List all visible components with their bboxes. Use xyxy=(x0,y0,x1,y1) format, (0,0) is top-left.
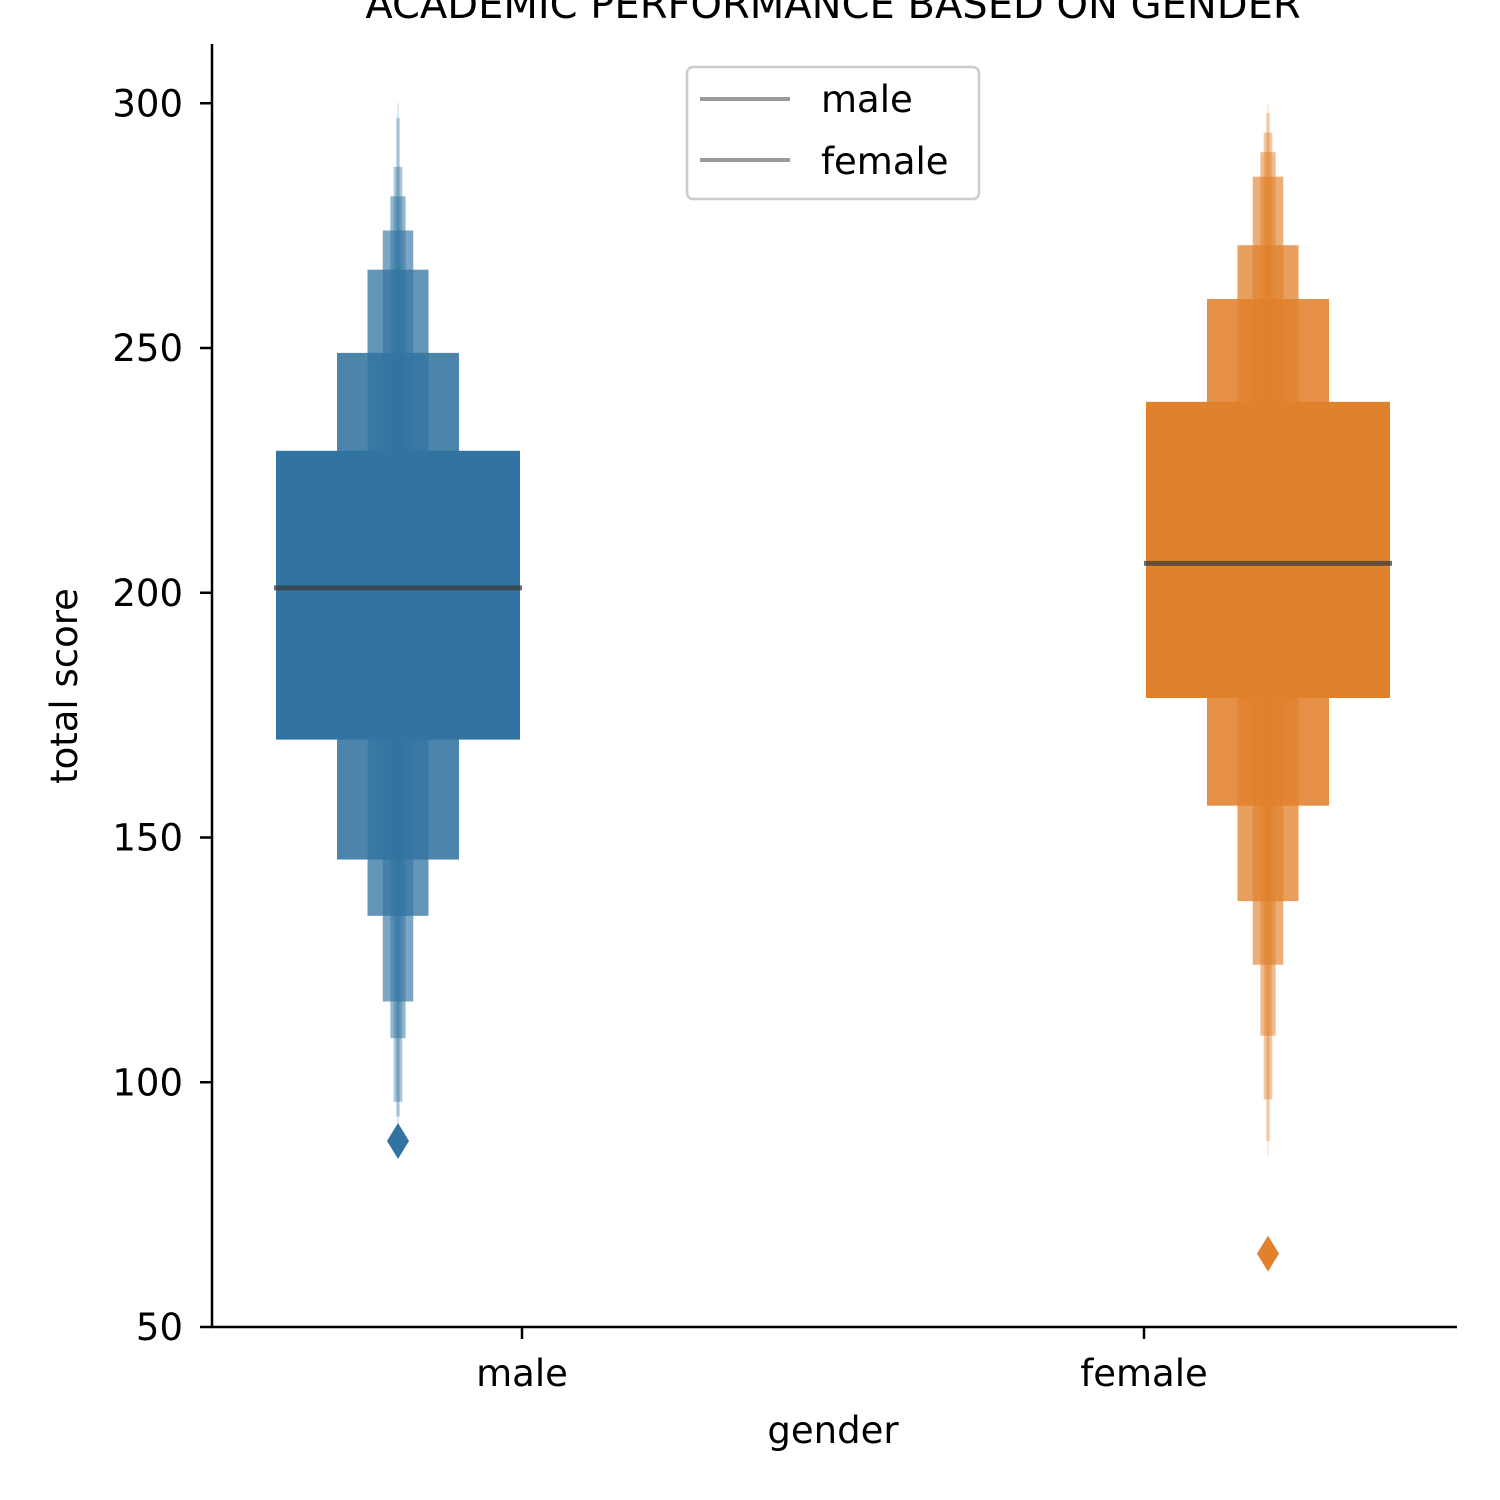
y-tick-label: 150 xyxy=(112,817,183,860)
legend-label-male: male xyxy=(821,78,913,121)
legend: male female xyxy=(685,65,981,201)
x-tick-label-female: female xyxy=(1080,1352,1208,1395)
boxen-male xyxy=(274,103,522,1159)
chart-title: ACADEMIC PERFORMANCE BASED ON GENDER xyxy=(365,0,1300,28)
x-axis-title: gender xyxy=(767,1409,899,1452)
boxen-female xyxy=(1144,103,1392,1272)
y-tick-label: 250 xyxy=(112,327,183,370)
x-axis-ticks: male female xyxy=(476,1327,1208,1395)
y-axis-ticks: 50 100 150 200 250 300 xyxy=(112,82,212,1349)
y-tick-label: 200 xyxy=(112,572,183,615)
x-tick-label-male: male xyxy=(476,1352,568,1395)
outlier-point-male xyxy=(387,1122,409,1159)
legend-label-female: female xyxy=(821,140,949,183)
boxen-box-female-level-1 xyxy=(1146,401,1390,698)
y-axis-title: total score xyxy=(43,588,86,784)
boxen-box-male-level-1 xyxy=(276,450,520,740)
y-tick-label: 300 xyxy=(112,82,183,125)
y-tick-label: 50 xyxy=(136,1306,183,1349)
y-tick-label: 100 xyxy=(112,1061,183,1104)
outlier-point-female xyxy=(1257,1235,1279,1272)
plot-area xyxy=(274,103,1392,1272)
